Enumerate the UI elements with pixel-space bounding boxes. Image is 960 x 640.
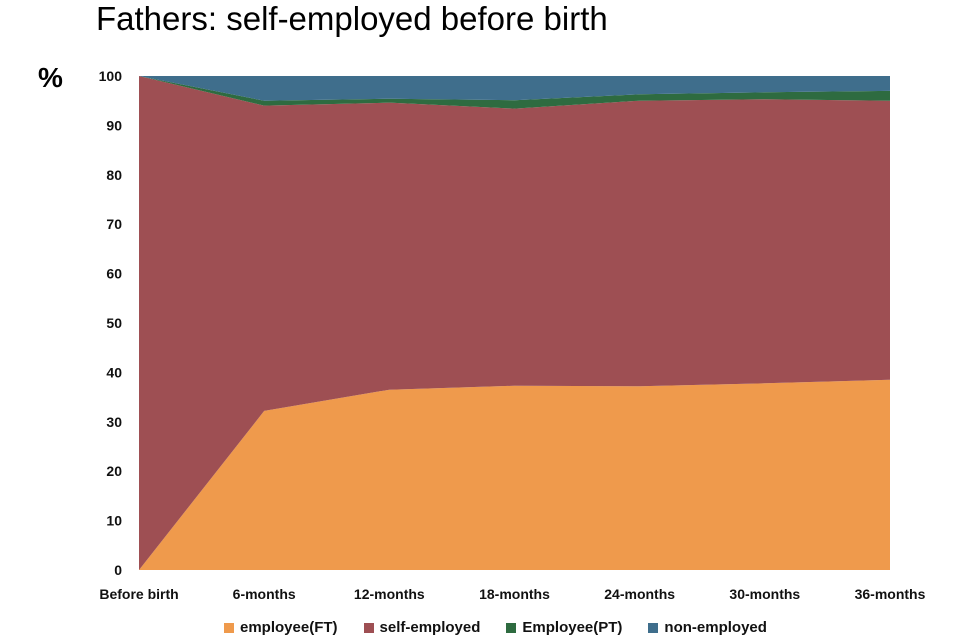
legend-label: non-employed — [664, 619, 767, 636]
legend-item: employee(FT) — [224, 619, 338, 636]
x-tick-label: 30-months — [729, 586, 800, 602]
y-tick-label: 90 — [106, 117, 122, 133]
legend-item: non-employed — [648, 619, 767, 636]
legend-item: self-employed — [363, 619, 481, 636]
legend-label: employee(FT) — [240, 619, 338, 636]
x-tick-label: Before birth — [99, 586, 178, 602]
x-tick-label: 24-months — [604, 586, 675, 602]
legend-swatch — [363, 622, 374, 633]
y-tick-label: 10 — [106, 513, 122, 529]
legend-item: Employee(PT) — [506, 619, 622, 636]
legend-swatch — [648, 622, 659, 633]
chart-title: Fathers: self-employed before birth — [96, 0, 608, 37]
legend-label: self-employed — [379, 619, 481, 636]
x-tick-label: 18-months — [479, 586, 550, 602]
y-tick-label: 40 — [106, 364, 122, 380]
legend-swatch — [224, 622, 234, 633]
legend: employee(FT) self-employed Employee(PT) non… — [224, 619, 767, 636]
legend-label: Employee(PT) — [522, 619, 623, 636]
y-tick-label: 70 — [106, 216, 122, 232]
area-series-employee-pt — [139, 76, 890, 109]
y-tick-label: 30 — [106, 414, 122, 430]
y-tick-label: 20 — [106, 463, 122, 479]
area-series-employee-ft — [139, 379, 890, 570]
area-series-self-employed — [139, 76, 890, 570]
legend-swatch — [506, 622, 517, 633]
y-tick-label: 50 — [106, 315, 122, 331]
y-tick-label: 60 — [106, 266, 122, 282]
y-tick-label: 80 — [106, 167, 122, 183]
x-tick-label: 6-months — [233, 586, 296, 602]
y-tick-label: 100 — [99, 68, 123, 84]
x-tick-label: 36-months — [855, 586, 926, 602]
x-tick-label: 12-months — [354, 586, 425, 602]
y-tick-label: 0 — [114, 562, 122, 578]
y-axis-label: % — [38, 62, 63, 93]
area-series-non-employed — [139, 76, 890, 101]
